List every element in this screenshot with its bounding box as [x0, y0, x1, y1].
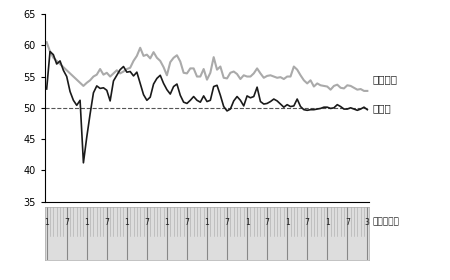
Text: 7: 7: [345, 218, 350, 227]
Text: 1: 1: [285, 218, 289, 227]
Text: 1: 1: [325, 218, 329, 227]
Text: 7: 7: [144, 218, 149, 227]
Text: 7: 7: [64, 218, 69, 227]
Text: 製造業: 製造業: [372, 103, 391, 113]
Text: 7: 7: [225, 218, 230, 227]
Text: 1: 1: [165, 218, 169, 227]
Text: 3: 3: [365, 218, 370, 227]
Text: 1: 1: [85, 218, 89, 227]
Text: 7: 7: [305, 218, 310, 227]
Text: 7: 7: [104, 218, 109, 227]
Text: 7: 7: [184, 218, 189, 227]
Text: 非製造業: 非製造業: [372, 75, 397, 85]
Text: 1: 1: [245, 218, 249, 227]
Text: 1: 1: [125, 218, 129, 227]
Text: 7: 7: [265, 218, 270, 227]
Text: （年、月）: （年、月）: [372, 218, 399, 227]
Text: 1: 1: [205, 218, 209, 227]
Text: 1: 1: [44, 218, 49, 227]
